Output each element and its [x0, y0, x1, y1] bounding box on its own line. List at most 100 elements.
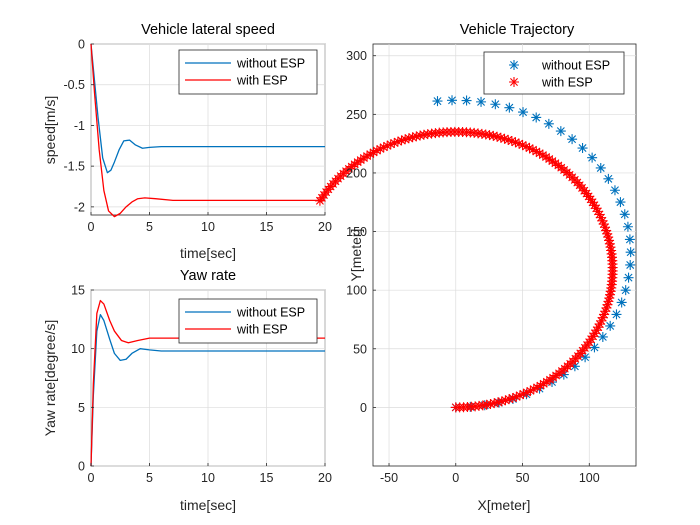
- traj-series-with-marker: [375, 143, 386, 154]
- lateral-xtick-label: 5: [146, 220, 153, 234]
- traj-ytick-label: 300: [346, 49, 367, 63]
- traj-series-without-marker: [609, 185, 620, 196]
- traj-series-without-marker: [622, 221, 633, 232]
- traj-series-without-marker: [504, 102, 515, 113]
- traj-series-without-marker: [567, 134, 578, 145]
- traj-series-with-marker: [591, 325, 602, 336]
- traj-series-with-marker: [592, 206, 603, 217]
- traj-series-without-marker: [558, 369, 569, 380]
- traj-series-with-marker: [358, 153, 369, 164]
- traj-series-with-marker: [598, 219, 609, 230]
- traj-ytick-label: 50: [353, 342, 367, 356]
- traj-series-without-marker: [615, 197, 626, 208]
- traj-legend: without ESP with ESP: [483, 51, 625, 95]
- traj-series-without-marker: [625, 247, 636, 258]
- traj-series-with-marker: [600, 222, 611, 233]
- traj-series-with-marker: [368, 147, 379, 158]
- traj-ytick-label: 150: [346, 225, 367, 239]
- traj-series-without-marker: [595, 162, 606, 173]
- traj-series-with-marker: [594, 319, 605, 330]
- traj-series-without-marker: [577, 143, 588, 154]
- traj-series-with-marker: [599, 309, 610, 320]
- traj-legend-box: [483, 51, 625, 95]
- trajectory-title: Vehicle Trajectory: [460, 22, 575, 38]
- yaw-rate-xlabel: time[sec]: [180, 497, 236, 513]
- traj-series-with-marker: [582, 340, 593, 351]
- lateral-ytick-label: 0: [78, 38, 85, 52]
- traj-series-with-marker: [587, 197, 598, 208]
- traj-series-with-marker: [589, 200, 600, 211]
- traj-series-without-marker: [518, 107, 529, 118]
- traj-series-with-marker: [596, 212, 607, 223]
- traj-series-with-marker: [403, 133, 414, 144]
- traj-series-with-marker: [378, 142, 389, 153]
- lateral-speed-ylabel: speed[m/s]: [42, 96, 58, 164]
- traj-series-with-marker: [411, 131, 422, 142]
- traj-series-with-marker: [532, 382, 543, 393]
- traj-ytick-label: 200: [346, 166, 367, 180]
- traj-series-without-marker: [580, 352, 591, 363]
- traj-series-with-marker: [426, 128, 437, 139]
- traj-series-with-marker: [601, 225, 612, 236]
- traj-series-with-marker: [382, 140, 393, 151]
- traj-series-with-marker: [318, 189, 329, 200]
- traj-series-with-marker: [510, 137, 521, 148]
- traj-series-without-marker: [531, 112, 542, 123]
- traj-series-with-marker: [396, 135, 407, 146]
- yaw-xtick-label: 15: [260, 471, 274, 485]
- traj-series-without-marker: [543, 118, 554, 129]
- traj-series-with-marker: [407, 132, 418, 143]
- traj-series-with-marker: [493, 397, 504, 408]
- traj-series-with-marker: [602, 228, 613, 239]
- traj-series-with-marker: [596, 315, 607, 326]
- traj-series-without-marker: [476, 96, 487, 107]
- traj-series-without-marker: [625, 259, 636, 270]
- yaw-series-without-line: [90, 313, 325, 467]
- traj-series-with-marker: [514, 390, 525, 401]
- traj-series-without-marker: [587, 152, 598, 163]
- traj-series-with-marker: [316, 192, 327, 203]
- traj-series-with-marker: [500, 395, 511, 406]
- traj-xtick-label: 0: [452, 471, 459, 485]
- traj-series-without-marker: [619, 209, 630, 220]
- traj-series-with-marker: [597, 312, 608, 323]
- yaw-series-with-line: [90, 299, 325, 467]
- traj-series-with-marker: [355, 155, 366, 166]
- traj-series-with-marker: [418, 129, 429, 140]
- traj-series-with-marker: [589, 328, 600, 339]
- traj-series-with-marker: [518, 388, 529, 399]
- traj-series-without-marker: [555, 126, 566, 137]
- traj-series-with-marker: [605, 286, 616, 297]
- traj-series-with-marker: [603, 296, 614, 307]
- traj-series-with-marker: [521, 387, 532, 398]
- traj-ytick-label: 0: [360, 401, 367, 415]
- lateral-speed-title: Vehicle lateral speed: [141, 22, 275, 38]
- traj-series-with-marker: [504, 394, 515, 405]
- traj-series-with-marker: [550, 158, 561, 169]
- traj-series-with-marker: [537, 150, 548, 161]
- traj-series-with-marker: [541, 376, 552, 387]
- traj-xtick-label: 50: [516, 471, 530, 485]
- traj-series-with-marker: [488, 130, 499, 141]
- traj-series-with-marker: [314, 195, 325, 206]
- traj-series-with-marker: [400, 134, 411, 145]
- traj-series-with-marker: [422, 129, 433, 140]
- lateral-ytick-label: -2: [74, 200, 85, 214]
- traj-series-with-marker: [586, 334, 597, 345]
- traj-series-with-marker: [385, 139, 396, 150]
- traj-series-with-marker: [593, 322, 604, 333]
- traj-series-with-marker: [507, 392, 518, 403]
- traj-series-with-marker: [603, 232, 614, 243]
- traj-series-with-marker: [541, 152, 552, 163]
- traj-legend-swatch: [509, 77, 519, 87]
- traj-series-with-marker: [584, 337, 595, 348]
- yaw-rate-ylabel: Yaw rate[degree/s]: [42, 320, 58, 436]
- traj-series-with-marker: [594, 209, 605, 220]
- traj-series-with-marker: [538, 378, 549, 389]
- traj-series-with-marker: [605, 289, 616, 300]
- traj-series-with-marker: [604, 235, 615, 246]
- lateral-legend-box: [178, 49, 318, 95]
- traj-series-with-marker: [492, 131, 503, 142]
- traj-series-with-marker: [365, 149, 376, 160]
- traj-series-with-marker: [601, 302, 612, 313]
